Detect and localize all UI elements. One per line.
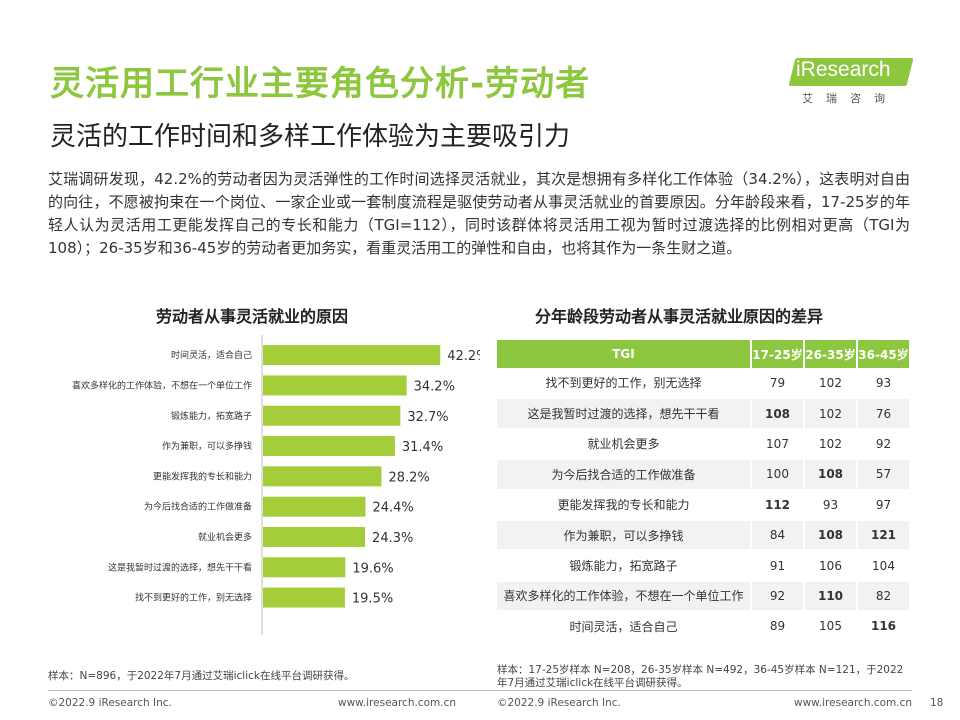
table-title: 分年龄段劳动者从事灵活就业原因的差异 [535,307,824,326]
bar [263,345,441,366]
table-row: 喜欢多样化的工作体验，不想在一个单位工作 92 110 82 [497,580,911,613]
tgi-cell: 108 [804,459,858,491]
row-label: 就业机会更多 [497,428,752,461]
bar [263,496,366,517]
page-number: 18 [930,697,944,709]
bar-chart-title: 劳动者从事灵活就业的原因 [156,307,349,326]
tgi-cell: 92 [857,428,911,461]
row-label: 锻炼能力，拓宽路子 [497,550,752,582]
bar [263,587,345,608]
bar [263,526,366,547]
bar-category-label: 找不到更好的工作，别无选择 [135,592,252,604]
tgi-cell: 97 [857,489,911,521]
table-row: 锻炼能力，拓宽路子 91 106 104 [497,550,911,582]
tgi-cell: 121 [857,519,911,552]
sample-note-right: 样本：17-25岁样本 N=208，26-35岁样本 N=492，36-45岁样… [497,664,903,690]
table-row: 作为兼职，可以多挣钱 84 108 121 [497,519,911,552]
tgi-cell: 84 [751,519,805,552]
table-row: 为今后找合适的工作做准备 100 108 57 [497,459,911,491]
footer-copyright-left: ©2022.9 iResearch Inc. [48,697,172,709]
bar [263,436,395,457]
tgi-cell: 91 [751,550,805,582]
bar-value-label: 34.2% [414,379,455,394]
tgi-cell: 100 [751,459,805,491]
iresearch-logo: iResearch 艾瑞咨询 [788,52,914,108]
bar-value-label: 24.3% [372,531,413,546]
table-row: 找不到更好的工作，别无选择 79 102 93 [497,368,911,400]
table-row: 这是我暂时过渡的选择，想先干干看 108 102 76 [497,398,911,430]
bar [263,557,346,578]
sample-note-left: 样本：N=896，于2022年7月通过艾瑞iclick在线平台调研获得。 [48,670,355,682]
bar [263,375,407,396]
tgi-cell: 108 [751,398,805,430]
logo-text: iResearch [796,58,891,81]
page-subtitle: 灵活的工作时间和多样工作体验为主要吸引力 [50,122,571,152]
tgi-cell: 106 [804,550,858,582]
tgi-cell: 102 [804,368,858,400]
tgi-cell: 93 [857,368,911,400]
tgi-cell: 79 [751,368,805,400]
bar-value-label: 19.6% [352,561,393,576]
tgi-cell: 82 [857,580,911,613]
header-26-35: 26-35岁 [804,340,858,368]
bar-value-label: 24.4% [372,501,413,516]
reasons-bar-chart: 时间灵活，适合自己 42.2% 喜欢多样化的工作体验，不想在一个单位工作 34.2% 锻… [72,335,480,635]
table-row: 时间灵活，适合自己 89 105 116 [497,611,911,643]
table-row: 就业机会更多 107 102 92 [497,428,911,461]
tgi-cell: 104 [857,550,911,582]
tgi-cell: 76 [857,398,911,430]
bar-category-label: 喜欢多样化的工作体验，不想在一个单位工作 [72,379,252,391]
tgi-cell: 108 [804,519,858,552]
page-title: 灵活用工行业主要角色分析-劳动者 [50,64,591,104]
tgi-cell: 112 [751,489,805,521]
logo-cn-text: 艾瑞咨询 [802,92,898,105]
bar-category-label: 就业机会更多 [198,531,252,543]
sample-note-right-line1: 样本：17-25岁样本 N=208，26-35岁样本 N=492，36-45岁样… [497,664,904,676]
row-label: 为今后找合适的工作做准备 [497,459,752,491]
tgi-cell: 107 [751,428,805,461]
bar-value-label: 32.7% [407,410,448,425]
tgi-table: TGI 17-25岁 26-35岁 36-45岁 找不到更好的工作，别无选择 79… [497,340,911,643]
row-label: 时间灵活，适合自己 [497,611,752,643]
tgi-cell: 89 [751,611,805,643]
tgi-cell: 102 [804,428,858,461]
row-label: 喜欢多样化的工作体验，不想在一个单位工作 [497,580,752,613]
header-17-25: 17-25岁 [751,340,805,368]
footer-url-right: www.iresearch.com.cn [794,697,913,709]
sample-note-right-line2: 年7月通过艾瑞iclick在线平台调研获得。 [497,677,688,689]
table-header-row: TGI 17-25岁 26-35岁 36-45岁 [497,340,911,368]
bar [263,466,382,487]
footer-url-left: www.iresearch.com.cn [338,697,457,709]
bar-value-label: 31.4% [402,440,443,455]
row-label: 这是我暂时过渡的选择，想先干干看 [497,398,752,430]
table-row: 更能发挥我的专长和能力 112 93 97 [497,489,911,521]
tgi-cell: 57 [857,459,911,491]
tgi-cell: 116 [857,611,911,643]
footer-divider [48,690,912,691]
row-label: 更能发挥我的专长和能力 [497,489,752,521]
bar-category-label: 作为兼职，可以多挣钱 [162,440,252,452]
bar-category-label: 更能发挥我的专长和能力 [153,470,252,482]
bar-category-label: 这是我暂时过渡的选择，想先干干看 [108,561,252,573]
bar-value-label: 19.5% [352,592,393,607]
row-label: 作为兼职，可以多挣钱 [497,519,752,552]
row-label: 找不到更好的工作，别无选择 [497,368,752,400]
bar-category-label: 锻炼能力，拓宽路子 [171,410,252,422]
bar-category-label: 时间灵活，适合自己 [171,349,252,361]
bar-value-label: 42.2% [447,349,480,364]
tgi-cell: 93 [804,489,858,521]
bar [263,405,401,426]
bar-category-label: 为今后找合适的工作做准备 [144,501,252,513]
tgi-cell: 110 [804,580,858,613]
bar-value-label: 28.2% [388,470,429,485]
intro-paragraph: 艾瑞调研发现，42.2%的劳动者因为灵活弹性的工作时间选择灵活就业，其次是想拥有… [48,170,910,257]
tgi-cell: 105 [804,611,858,643]
tgi-cell: 92 [751,580,805,613]
header-tgi: TGI [497,340,752,368]
header-36-45: 36-45岁 [857,340,911,368]
footer-copyright-right: ©2022.9 iResearch Inc. [497,697,621,709]
tgi-cell: 102 [804,398,858,430]
